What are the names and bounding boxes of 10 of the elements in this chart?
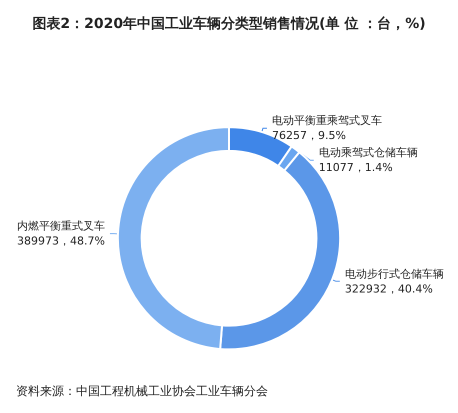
slice-label: 电动步行式仓储车辆: [344, 267, 444, 280]
data-label: 322932，40.4%: [344, 282, 433, 296]
data-label: 11077，1.4%: [318, 161, 393, 174]
data-label: 389973，48.7%: [16, 234, 105, 248]
slice-label: 电动平衡重乘驾式叉车: [272, 114, 382, 128]
text: 资料来源：中国工程机械工业协会工业车辆分会: [16, 384, 268, 398]
slice-label: 内燃平衡重式叉车: [16, 220, 105, 233]
data-label: 76257，9.5%: [272, 129, 346, 142]
chart-title: 图表2：2020年中国工业车辆分类型销售情况(单 位 ：台，%): [32, 15, 426, 32]
slice-label: 电动乘驾式仓储车辆: [318, 146, 418, 160]
